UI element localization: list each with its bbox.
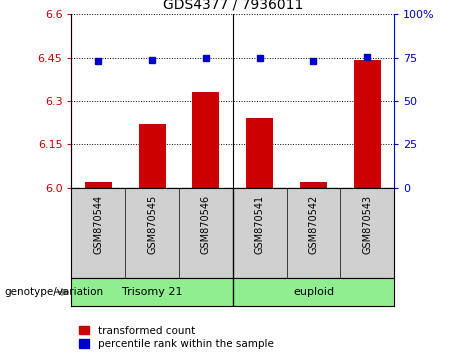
Bar xyxy=(246,118,273,188)
Title: GDS4377 / 7936011: GDS4377 / 7936011 xyxy=(163,0,303,12)
Text: GSM870544: GSM870544 xyxy=(93,195,103,254)
Legend: transformed count, percentile rank within the sample: transformed count, percentile rank withi… xyxy=(79,326,273,349)
Text: GSM870543: GSM870543 xyxy=(362,195,372,254)
Text: GSM870546: GSM870546 xyxy=(201,195,211,254)
Text: GSM870541: GSM870541 xyxy=(254,195,265,254)
Text: euploid: euploid xyxy=(293,287,334,297)
Text: GSM870542: GSM870542 xyxy=(308,195,319,254)
Text: GSM870545: GSM870545 xyxy=(147,195,157,254)
Bar xyxy=(139,124,165,188)
Bar xyxy=(354,61,381,188)
Text: genotype/variation: genotype/variation xyxy=(5,287,104,297)
Bar xyxy=(300,182,327,188)
Bar xyxy=(85,182,112,188)
Text: Trisomy 21: Trisomy 21 xyxy=(122,287,183,297)
Bar xyxy=(193,92,219,188)
